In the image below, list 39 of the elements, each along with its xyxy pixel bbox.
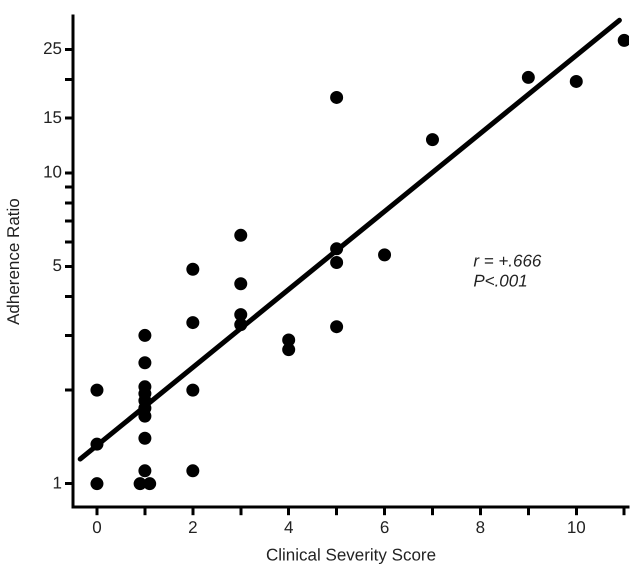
point bbox=[234, 228, 248, 242]
x-tick-label: 6 bbox=[380, 518, 390, 538]
point bbox=[330, 320, 344, 334]
y-axis-title: Adherence Ratio bbox=[4, 198, 23, 325]
point bbox=[234, 277, 248, 290]
x-tick-label: 10 bbox=[566, 518, 586, 538]
point bbox=[426, 133, 439, 146]
point bbox=[570, 74, 583, 88]
point bbox=[234, 308, 248, 322]
point bbox=[138, 432, 152, 445]
point bbox=[90, 438, 104, 451]
point bbox=[378, 248, 392, 262]
point bbox=[143, 477, 156, 490]
point bbox=[186, 262, 200, 276]
y-tick-label: 10 bbox=[43, 162, 62, 182]
point bbox=[186, 464, 200, 478]
x-axis-title: Clinical Severity Score bbox=[266, 545, 436, 564]
y-tick-label: 1 bbox=[52, 473, 62, 492]
annotation: P<.001 bbox=[473, 271, 528, 290]
x-tick-label: 8 bbox=[476, 518, 486, 538]
x-tick-label: 4 bbox=[284, 518, 294, 538]
point bbox=[330, 242, 344, 256]
x-tick-label: 0 bbox=[92, 518, 102, 538]
point bbox=[90, 477, 104, 490]
point bbox=[186, 384, 200, 397]
point bbox=[330, 256, 344, 270]
point bbox=[282, 334, 296, 346]
point bbox=[186, 316, 200, 330]
point bbox=[138, 356, 152, 370]
y-tick-label: 25 bbox=[43, 39, 62, 58]
point bbox=[522, 70, 535, 84]
y-tick-label: 5 bbox=[52, 256, 62, 276]
x-tick-label: 2 bbox=[188, 518, 198, 538]
annotation: r = +.666 bbox=[473, 251, 542, 270]
point bbox=[138, 464, 152, 478]
point bbox=[138, 328, 152, 342]
point bbox=[90, 384, 104, 397]
point bbox=[330, 90, 344, 104]
y-tick-label: 15 bbox=[43, 108, 62, 127]
